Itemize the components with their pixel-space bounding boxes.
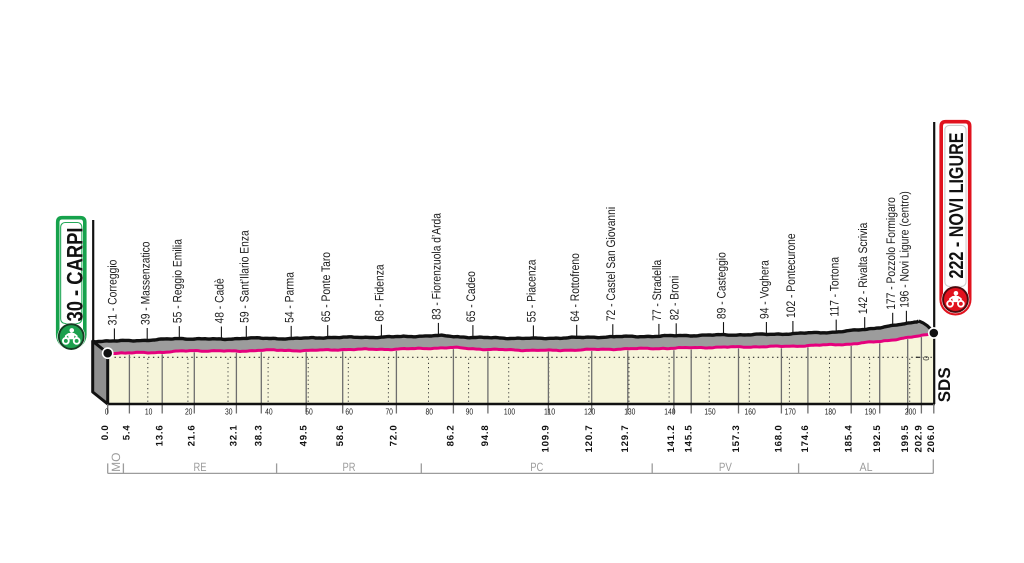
svg-text:110: 110: [544, 406, 555, 416]
svg-text:141.2: 141.2: [666, 425, 677, 453]
svg-text:102 - Pontecurone: 102 - Pontecurone: [784, 233, 798, 318]
svg-text:30 - CARPI: 30 - CARPI: [63, 228, 88, 322]
svg-text:142 - Rivalta Scrivia: 142 - Rivalta Scrivia: [856, 223, 870, 315]
svg-text:140: 140: [664, 406, 675, 416]
svg-text:160: 160: [745, 406, 756, 416]
svg-text:PR: PR: [343, 460, 356, 474]
svg-text:AL: AL: [860, 460, 873, 474]
svg-text:90: 90: [466, 406, 474, 416]
svg-text:50: 50: [305, 406, 313, 416]
svg-text:58.6: 58.6: [335, 425, 346, 447]
svg-text:177 - Pozzolo Formigaro: 177 - Pozzolo Formigaro: [884, 197, 898, 310]
svg-text:168.0: 168.0: [774, 425, 785, 453]
svg-text:49.5: 49.5: [299, 425, 310, 447]
svg-text:60: 60: [345, 406, 353, 416]
svg-text:65 - Ponte Taro: 65 - Ponte Taro: [319, 252, 333, 322]
svg-text:202.9: 202.9: [914, 425, 925, 453]
svg-text:MO: MO: [109, 453, 123, 472]
svg-text:192.5: 192.5: [872, 425, 883, 453]
svg-text:21.6: 21.6: [187, 425, 198, 447]
svg-text:196 - Novi Ligure (centro): 196 - Novi Ligure (centro): [898, 191, 912, 308]
svg-text:72 - Castel San Giovanni: 72 - Castel San Giovanni: [604, 207, 618, 321]
svg-text:200: 200: [905, 406, 916, 416]
svg-text:0.0: 0.0: [100, 425, 111, 441]
svg-text:170: 170: [785, 406, 796, 416]
svg-text:120: 120: [584, 406, 595, 416]
svg-text:38.3: 38.3: [254, 425, 265, 447]
svg-text:120.7: 120.7: [584, 425, 595, 453]
svg-text:RE: RE: [194, 460, 207, 474]
svg-text:83 - Fiorenzuola d’Arda: 83 - Fiorenzuola d’Arda: [430, 213, 444, 320]
svg-text:65 - Cadeo: 65 - Cadeo: [464, 271, 478, 322]
svg-text:10: 10: [145, 406, 153, 416]
svg-text:199.5: 199.5: [900, 425, 911, 453]
svg-text:190: 190: [865, 406, 876, 416]
svg-text:13.6: 13.6: [155, 425, 166, 447]
svg-text:180: 180: [825, 406, 836, 416]
svg-text:54 - Parma: 54 - Parma: [282, 272, 296, 323]
svg-text:PV: PV: [719, 460, 732, 474]
svg-text:55 - Piacenza: 55 - Piacenza: [525, 259, 539, 322]
svg-text:5.4: 5.4: [122, 425, 133, 441]
svg-text:185.4: 185.4: [844, 425, 855, 453]
svg-text:94 - Voghera: 94 - Voghera: [758, 260, 772, 319]
svg-text:20: 20: [185, 406, 193, 416]
svg-text:59 - Sant’Ilario Enza: 59 - Sant’Ilario Enza: [238, 230, 252, 323]
svg-text:68 - Fidenza: 68 - Fidenza: [373, 264, 387, 321]
svg-text:109.9: 109.9: [541, 425, 552, 453]
svg-text:48 - Cadè: 48 - Cadè: [213, 278, 227, 323]
svg-text:30: 30: [225, 406, 233, 416]
svg-text:55 - Reggio Emilia: 55 - Reggio Emilia: [171, 239, 185, 323]
svg-text:39 - Massenzatico: 39 - Massenzatico: [138, 241, 152, 325]
svg-text:PC: PC: [530, 460, 543, 474]
svg-text:77 - Stradella: 77 - Stradella: [650, 260, 664, 321]
svg-text:0: 0: [105, 406, 109, 416]
svg-text:0: 0: [921, 356, 931, 361]
svg-text:89 - Casteggio: 89 - Casteggio: [715, 252, 729, 319]
svg-text:150: 150: [704, 406, 715, 416]
svg-text:130: 130: [624, 406, 635, 416]
svg-text:70: 70: [385, 406, 393, 416]
svg-text:80: 80: [426, 406, 434, 416]
svg-text:129.7: 129.7: [620, 425, 631, 453]
svg-text:206.0: 206.0: [926, 425, 937, 453]
svg-text:145.5: 145.5: [684, 425, 695, 453]
svg-text:31 - Correggio: 31 - Correggio: [106, 260, 120, 326]
svg-text:86.2: 86.2: [446, 425, 457, 447]
svg-text:157.3: 157.3: [731, 425, 742, 453]
svg-text:100: 100: [504, 406, 515, 416]
svg-text:94.8: 94.8: [480, 425, 491, 447]
svg-text:174.6: 174.6: [800, 425, 811, 453]
svg-text:222 - NOVI LIGURE: 222 - NOVI LIGURE: [946, 133, 968, 279]
svg-text:64 - Rottofreno: 64 - Rottofreno: [568, 253, 582, 322]
svg-text:72.0: 72.0: [389, 425, 400, 447]
svg-text:82 - Broni: 82 - Broni: [667, 276, 681, 321]
svg-text:32.1: 32.1: [229, 425, 240, 447]
svg-text:117 - Tortona: 117 - Tortona: [827, 257, 841, 317]
svg-text:40: 40: [265, 406, 273, 416]
svg-text:SDS: SDS: [935, 367, 954, 402]
